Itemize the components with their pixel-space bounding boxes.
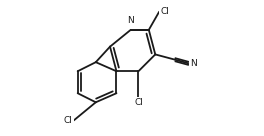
Text: Cl: Cl bbox=[134, 98, 143, 107]
Text: N: N bbox=[127, 16, 134, 25]
Text: N: N bbox=[190, 59, 197, 68]
Text: Cl: Cl bbox=[161, 7, 169, 16]
Text: Cl: Cl bbox=[64, 116, 73, 125]
